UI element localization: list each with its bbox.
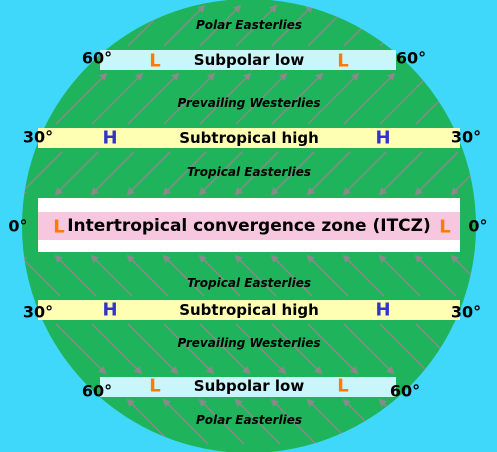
wind-label: Tropical Easterlies [187,165,311,179]
latitude-label: 30° [451,128,481,147]
wind-arrow [235,4,278,47]
wind-arrow [198,254,241,297]
pressure-label: H [375,300,390,321]
wind-arrow [270,398,317,445]
wind-arrow [126,151,171,196]
wind-arrow [163,323,215,375]
band-label: Intertropical convergence zone (ITCZ) [67,216,431,236]
wind-arrow [235,323,287,375]
wind-arrow [198,151,243,196]
wind-arrow [163,72,216,125]
wind-arrow [379,72,432,125]
wind-arrow [234,151,279,196]
wind-arrow [55,72,108,125]
pressure-label: L [149,376,160,397]
wind-arrow [90,254,133,297]
wind-arrow [234,254,277,297]
pressure-label: H [102,300,117,321]
pressure-label: L [149,51,160,72]
wind-arrow [234,398,281,445]
wind-label: Tropical Easterlies [187,276,311,290]
wind-arrow [127,72,180,125]
wind-arrow [126,398,173,445]
wind-arrow [22,151,63,196]
wind-label: Prevailing Westerlies [177,96,320,110]
band-rect [38,212,460,240]
band-label: Subtropical high [179,129,319,147]
latitude-label: 30° [23,303,53,322]
band-label: Subpolar low [194,51,305,69]
wind-arrow [307,72,360,125]
latitude-label: 60° [82,382,112,401]
wind-label: Polar Easterlies [196,413,302,427]
wind-arrow [306,151,351,196]
wind-arrow [342,254,385,297]
wind-arrow [378,151,423,196]
band-rect [38,300,460,320]
pressure-label: L [337,376,348,397]
wind-arrow [414,254,457,297]
band-label: Subpolar low [194,377,305,395]
wind-arrow [342,151,387,196]
latitude-label: 60° [396,49,426,68]
wind-arrow [126,254,169,297]
wind-arrow [22,254,61,297]
pressure-label: L [439,217,450,238]
wind-arrow [271,323,323,375]
wind-arrow [307,323,359,375]
wind-arrow [235,72,288,125]
wind-arrow [270,254,313,297]
wind-arrow [378,254,421,297]
pressure-label: H [102,128,117,149]
band-rect [100,50,396,70]
wind-arrow [414,151,459,196]
wind-arrow [343,72,396,125]
wind-arrow [162,254,205,297]
pressure-label: H [375,128,390,149]
wind-arrow [162,398,209,445]
wind-arrow [199,4,242,47]
wind-arrow [162,151,207,196]
wind-arrow [306,254,349,297]
wind-arrow [199,72,252,125]
band-rect [100,377,396,397]
wind-arrow [343,323,395,375]
wind-arrow [90,151,135,196]
latitude-label: 30° [23,128,53,147]
latitude-label: 60° [82,49,112,68]
wind-arrow [379,323,431,375]
wind-arrow [163,4,206,47]
wind-arrow [91,323,143,375]
latitude-label: 30° [451,303,481,322]
wind-arrow [55,323,107,375]
band-rect [38,128,460,148]
pressure-label: L [53,217,64,238]
wind-arrow [127,323,179,375]
latitude-label: 60° [390,382,420,401]
wind-label: Prevailing Westerlies [177,336,320,350]
band-label: Subtropical high [179,301,319,319]
wind-arrow [271,4,314,47]
wind-arrow [271,72,324,125]
latitude-label: 0° [468,217,487,236]
wind-arrow [91,72,144,125]
wind-arrow [54,254,97,297]
wind-arrow [198,398,245,445]
wind-label: Polar Easterlies [196,18,302,32]
wind-arrow [54,151,99,196]
wind-arrow [270,151,315,196]
wind-arrow [199,323,251,375]
pressure-label: L [337,51,348,72]
latitude-label: 0° [8,217,27,236]
